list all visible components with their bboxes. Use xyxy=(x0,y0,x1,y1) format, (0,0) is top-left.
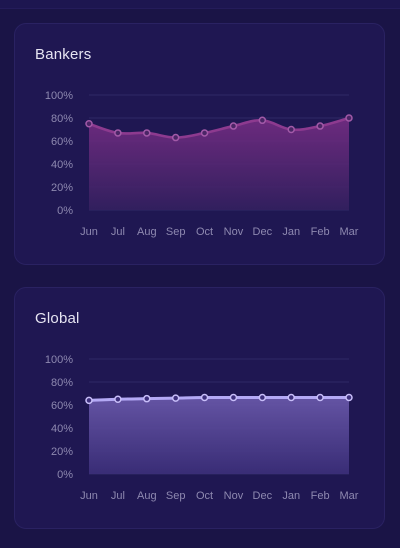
y-tick-label: 0% xyxy=(57,469,73,481)
y-tick-label: 80% xyxy=(51,377,73,389)
data-point[interactable] xyxy=(345,114,353,122)
data-point[interactable] xyxy=(287,125,295,134)
x-tick-label: Aug xyxy=(137,490,157,502)
data-point[interactable] xyxy=(171,133,180,142)
x-tick-label: Jan xyxy=(282,226,300,238)
data-point[interactable] xyxy=(316,393,324,402)
x-tick-label: Mar xyxy=(340,490,359,502)
data-point[interactable] xyxy=(114,129,122,137)
x-tick-label: Dec xyxy=(253,490,273,502)
data-point[interactable] xyxy=(85,396,93,405)
global-chart-card: Global 0% 20% 40% 60% 80% 100% Jun Jul Aug Sep Oct… xyxy=(14,287,385,529)
data-point[interactable] xyxy=(258,116,267,125)
x-tick-label: Feb xyxy=(311,490,330,502)
data-point[interactable] xyxy=(143,129,151,137)
y-tick-label: 80% xyxy=(51,113,73,125)
x-tick-label: Nov xyxy=(224,226,244,238)
data-point[interactable] xyxy=(200,393,209,402)
bankers-area-chart: 0% 20% 40% 60% 80% 100% Jun Jul Aug Sep Oct Nov Dec J… xyxy=(45,90,359,238)
chart-title: Bankers xyxy=(35,46,92,63)
data-point[interactable] xyxy=(143,394,151,403)
x-tick-label: Dec xyxy=(253,226,273,238)
x-tick-label: Jul xyxy=(111,226,125,238)
data-point[interactable] xyxy=(258,393,267,402)
y-tick-label: 0% xyxy=(57,205,73,217)
x-tick-label: Oct xyxy=(196,490,213,502)
x-tick-label: Sep xyxy=(166,226,186,238)
data-point[interactable] xyxy=(229,122,238,130)
x-tick-label: Oct xyxy=(196,226,213,238)
y-tick-label: 60% xyxy=(51,400,73,412)
series-line xyxy=(87,395,351,402)
y-tick-label: 40% xyxy=(51,423,73,435)
y-tick-label: 20% xyxy=(51,446,73,458)
data-point[interactable] xyxy=(200,129,209,137)
data-point[interactable] xyxy=(85,120,93,128)
x-tick-label: Jun xyxy=(80,226,98,238)
y-tick-label: 100% xyxy=(45,90,73,102)
x-tick-label: Jun xyxy=(80,490,98,502)
data-point[interactable] xyxy=(287,393,295,402)
chart-title: Global xyxy=(35,310,80,327)
series-area xyxy=(89,118,349,210)
data-point[interactable] xyxy=(171,394,180,402)
series-area xyxy=(89,397,349,474)
x-tick-label: Jul xyxy=(111,490,125,502)
y-tick-label: 60% xyxy=(51,136,73,148)
top-bar xyxy=(0,0,400,9)
x-tick-label: Nov xyxy=(224,490,244,502)
global-area-chart: 0% 20% 40% 60% 80% 100% Jun Jul Aug Sep Oct Nov Dec J… xyxy=(45,354,359,502)
x-tick-label: Sep xyxy=(166,490,186,502)
x-tick-label: Feb xyxy=(311,226,330,238)
data-point[interactable] xyxy=(229,393,238,402)
x-tick-label: Aug xyxy=(137,226,157,238)
data-point[interactable] xyxy=(316,122,324,130)
data-point[interactable] xyxy=(114,395,122,403)
y-tick-label: 20% xyxy=(51,182,73,194)
data-point[interactable] xyxy=(345,393,353,402)
bankers-chart-card: Bankers 0% 20% 40% 60% 80% 100% Jun Jul Aug Sep Oc… xyxy=(14,23,385,265)
x-tick-label: Jan xyxy=(282,490,300,502)
y-tick-label: 100% xyxy=(45,354,73,366)
series-line xyxy=(87,116,351,139)
y-tick-label: 40% xyxy=(51,159,73,171)
x-tick-label: Mar xyxy=(340,226,359,238)
